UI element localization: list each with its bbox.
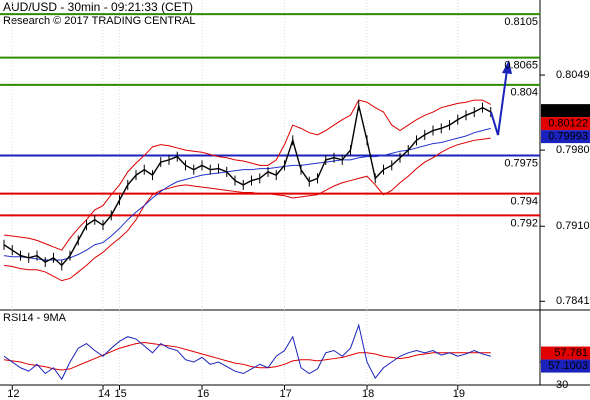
arrow-head <box>502 60 512 74</box>
series-line <box>3 137 491 282</box>
level-label: 0.7975 <box>504 157 538 169</box>
series-line <box>3 127 491 261</box>
series-line <box>3 341 491 371</box>
level-label: 0.792 <box>510 217 538 229</box>
price-label-box <box>541 130 590 144</box>
price-label: 0.80163 <box>548 105 588 117</box>
rsi-title: RSI14 - 9MA <box>3 312 67 324</box>
level-label: 0.804 <box>510 87 538 99</box>
y-tick-label: 30 <box>556 379 568 391</box>
level-label: 0.794 <box>510 196 538 208</box>
y-tick-label: 0.7841 <box>556 295 590 307</box>
price-label: 57.1003 <box>548 360 588 372</box>
y-tick-label: 0.7910 <box>556 220 590 232</box>
forecast-path <box>490 69 508 136</box>
x-tick-label: 18 <box>362 388 374 400</box>
series-line <box>3 323 491 381</box>
x-tick-label: 17 <box>280 388 292 400</box>
price-label: 57.781 <box>554 347 588 359</box>
x-tick-label: 12 <box>7 388 19 400</box>
price-label: 0.79993 <box>548 131 588 143</box>
price-label-box <box>541 117 590 131</box>
series-line <box>3 105 492 267</box>
x-tick-label: 16 <box>197 388 209 400</box>
level-label: 0.8065 <box>504 60 538 72</box>
price-label-box <box>541 104 590 118</box>
y-tick-label: 0.7980 <box>556 144 590 156</box>
x-tick-label: 15 <box>115 388 127 400</box>
price-label: 0.80122 <box>548 118 588 130</box>
chart-title: AUD/USD - 30min - 09:21:33 (CET) <box>3 0 193 14</box>
series-line <box>3 99 491 251</box>
x-tick-label: 14 <box>98 388 110 400</box>
level-label: 0.8105 <box>504 16 538 28</box>
y-tick-label: 0.8049 <box>556 69 590 81</box>
price-label-box <box>541 346 590 360</box>
chart-subtitle: Research © 2017 TRADING CENTRAL <box>3 15 196 27</box>
price-label-box <box>541 359 590 373</box>
x-tick-label: 19 <box>453 388 465 400</box>
forecast-arrow <box>490 60 512 136</box>
